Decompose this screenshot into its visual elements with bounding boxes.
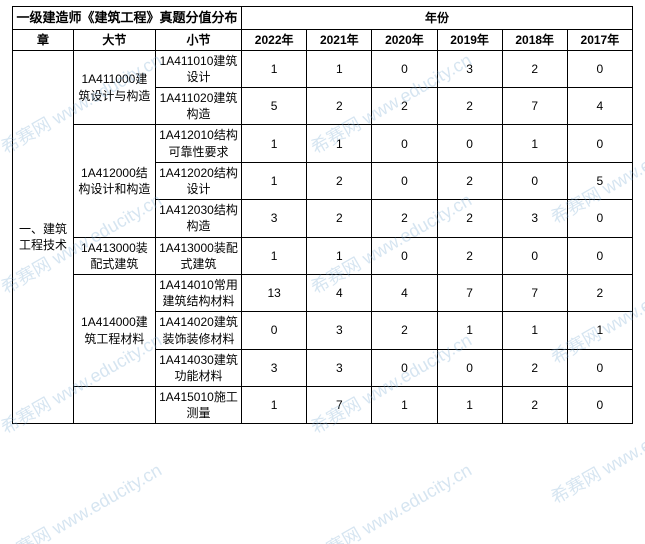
- major-cell: 1A414000建筑工程材料: [73, 274, 155, 386]
- value-cell: 13: [242, 274, 307, 311]
- col-year: 2017年: [567, 29, 632, 50]
- table-body: 一、建筑工程技术1A411000建筑设计与构造1A411010建筑设计11032…: [13, 50, 633, 424]
- value-cell: 0: [437, 125, 502, 162]
- value-cell: 7: [307, 387, 372, 424]
- value-cell: 2: [437, 237, 502, 274]
- minor-cell: 1A412020结构设计: [155, 162, 241, 199]
- value-cell: 5: [567, 162, 632, 199]
- value-cell: 1: [437, 387, 502, 424]
- value-cell: 2: [372, 200, 437, 237]
- value-cell: 0: [372, 125, 437, 162]
- major-cell: 1A412000结构设计和构造: [73, 125, 155, 237]
- value-cell: 1: [242, 162, 307, 199]
- value-cell: 1: [242, 237, 307, 274]
- value-cell: 5: [242, 88, 307, 125]
- minor-cell: 1A411020建筑构造: [155, 88, 241, 125]
- value-cell: 1: [502, 125, 567, 162]
- value-cell: 2: [372, 88, 437, 125]
- col-major: 大节: [73, 29, 155, 50]
- major-cell: 1A413000装配式建筑: [73, 237, 155, 274]
- value-cell: 3: [437, 50, 502, 87]
- value-cell: 4: [372, 274, 437, 311]
- watermark: 希赛网 www.educity.cn: [0, 456, 166, 544]
- value-cell: 1: [372, 387, 437, 424]
- value-cell: 0: [567, 387, 632, 424]
- value-cell: 0: [567, 50, 632, 87]
- value-cell: 0: [242, 312, 307, 349]
- value-cell: 2: [567, 274, 632, 311]
- value-cell: 0: [372, 237, 437, 274]
- value-cell: 1: [437, 312, 502, 349]
- value-cell: 1: [307, 125, 372, 162]
- value-cell: 2: [502, 50, 567, 87]
- value-cell: 1: [307, 237, 372, 274]
- col-year: 2019年: [437, 29, 502, 50]
- value-cell: 2: [437, 200, 502, 237]
- table-row: 1A412000结构设计和构造1A412010结构可靠性要求110010: [13, 125, 633, 162]
- value-cell: 0: [372, 349, 437, 386]
- table-title: 一级建造师《建筑工程》真题分值分布: [13, 7, 242, 30]
- value-cell: 0: [372, 162, 437, 199]
- minor-cell: 1A414020建筑装饰装修材料: [155, 312, 241, 349]
- value-cell: 4: [307, 274, 372, 311]
- major-cell: [73, 387, 155, 424]
- value-cell: 3: [502, 200, 567, 237]
- score-table: 一级建造师《建筑工程》真题分值分布 年份 章 大节 小节 2022年 2021年…: [12, 6, 633, 424]
- value-cell: 0: [502, 237, 567, 274]
- value-cell: 7: [502, 274, 567, 311]
- value-cell: 7: [437, 274, 502, 311]
- year-header: 年份: [242, 7, 633, 30]
- col-year: 2020年: [372, 29, 437, 50]
- table-row: 1A415010施工测量171120: [13, 387, 633, 424]
- minor-cell: 1A412010结构可靠性要求: [155, 125, 241, 162]
- col-chapter: 章: [13, 29, 74, 50]
- table-row: 1A414000建筑工程材料1A414010常用建筑结构材料1344772: [13, 274, 633, 311]
- minor-cell: 1A414030建筑功能材料: [155, 349, 241, 386]
- value-cell: 4: [567, 88, 632, 125]
- chapter-cell: 一、建筑工程技术: [13, 50, 74, 424]
- value-cell: 2: [307, 162, 372, 199]
- value-cell: 0: [567, 125, 632, 162]
- value-cell: 2: [502, 387, 567, 424]
- value-cell: 7: [502, 88, 567, 125]
- minor-cell: 1A414010常用建筑结构材料: [155, 274, 241, 311]
- value-cell: 0: [567, 237, 632, 274]
- value-cell: 1: [242, 387, 307, 424]
- value-cell: 0: [502, 162, 567, 199]
- value-cell: 2: [437, 162, 502, 199]
- value-cell: 2: [307, 88, 372, 125]
- col-minor: 小节: [155, 29, 241, 50]
- value-cell: 3: [242, 349, 307, 386]
- col-year: 2022年: [242, 29, 307, 50]
- value-cell: 3: [242, 200, 307, 237]
- value-cell: 0: [437, 349, 502, 386]
- major-cell: 1A411000建筑设计与构造: [73, 50, 155, 125]
- value-cell: 1: [242, 125, 307, 162]
- table-row: 1A413000装配式建筑1A413000装配式建筑110200: [13, 237, 633, 274]
- value-cell: 1: [242, 50, 307, 87]
- minor-cell: 1A413000装配式建筑: [155, 237, 241, 274]
- value-cell: 2: [372, 312, 437, 349]
- value-cell: 2: [502, 349, 567, 386]
- value-cell: 0: [567, 349, 632, 386]
- watermark: 希赛网 www.educity.cn: [306, 456, 476, 544]
- minor-cell: 1A411010建筑设计: [155, 50, 241, 87]
- table-row: 一、建筑工程技术1A411000建筑设计与构造1A411010建筑设计11032…: [13, 50, 633, 87]
- value-cell: 1: [502, 312, 567, 349]
- value-cell: 0: [567, 200, 632, 237]
- minor-cell: 1A412030结构构造: [155, 200, 241, 237]
- value-cell: 3: [307, 349, 372, 386]
- value-cell: 1: [307, 50, 372, 87]
- value-cell: 1: [567, 312, 632, 349]
- col-year: 2018年: [502, 29, 567, 50]
- col-year: 2021年: [307, 29, 372, 50]
- value-cell: 2: [307, 200, 372, 237]
- value-cell: 0: [372, 50, 437, 87]
- value-cell: 3: [307, 312, 372, 349]
- value-cell: 2: [437, 88, 502, 125]
- minor-cell: 1A415010施工测量: [155, 387, 241, 424]
